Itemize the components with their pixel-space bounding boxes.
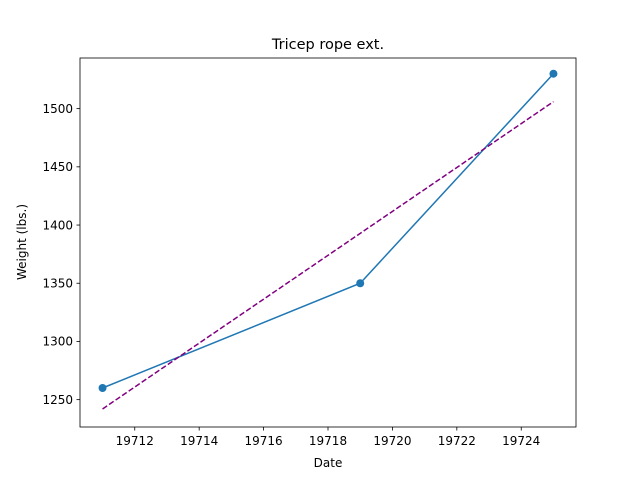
x-tick-label: 19722 xyxy=(438,434,476,448)
y-axis-ticks: 1250 1300 1350 1400 1450 1500 xyxy=(42,102,80,407)
data-point xyxy=(356,279,365,288)
trend-line xyxy=(102,101,554,410)
x-tick-label: 19714 xyxy=(180,434,218,448)
y-tick-label: 1400 xyxy=(42,218,73,232)
y-tick-label: 1500 xyxy=(42,102,73,116)
y-tick-label: 1450 xyxy=(42,160,73,174)
chart-title: Tricep rope ext. xyxy=(271,37,384,53)
y-axis-label: Weight (lbs.) xyxy=(15,204,29,280)
data-point xyxy=(549,69,558,78)
x-tick-label: 19720 xyxy=(373,434,411,448)
x-axis-label: Date xyxy=(314,456,343,470)
x-tick-label: 19716 xyxy=(244,434,282,448)
x-tick-label: 19718 xyxy=(309,434,347,448)
data-point xyxy=(98,384,107,392)
plot-area xyxy=(98,69,558,410)
y-tick-label: 1350 xyxy=(42,277,73,291)
x-axis-ticks: 19712 19714 19716 19718 19720 19722 19724 xyxy=(116,427,540,448)
x-tick-label: 19712 xyxy=(116,434,154,448)
y-tick-label: 1250 xyxy=(42,393,73,407)
y-tick-label: 1300 xyxy=(42,335,73,349)
x-tick-label: 19724 xyxy=(502,434,540,448)
